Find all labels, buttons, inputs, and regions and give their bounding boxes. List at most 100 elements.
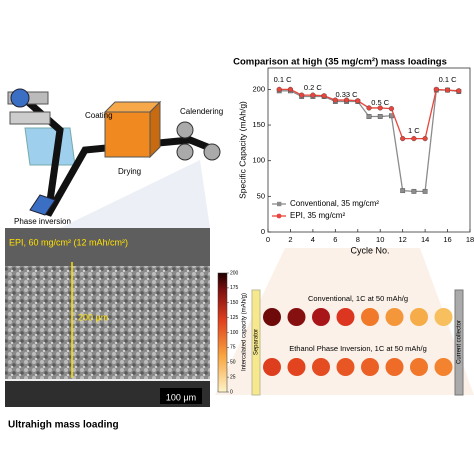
point: [343, 97, 350, 103]
row-title: Ethanol Phase Inversion, 1C at 50 mAh/g: [289, 344, 427, 353]
thickness: 200 μm: [78, 312, 108, 322]
belt: [17, 92, 217, 217]
x-tick-label: 4: [311, 235, 315, 244]
colorbar-tick-label: 150: [230, 300, 239, 306]
roller: [10, 88, 30, 108]
x-tick-label: 12: [398, 235, 406, 244]
colorbar-tick-label: 200: [230, 270, 239, 276]
y-tick-label: 150: [252, 120, 265, 129]
point: [321, 93, 327, 99]
particle: [434, 308, 453, 326]
colorbar-tick-label: 125: [230, 315, 239, 321]
point: [433, 86, 439, 92]
zoom: [60, 160, 210, 228]
chart-title: Comparison at high (35 mg/cm²) mass load…: [233, 57, 447, 68]
x-tick-label: 2: [288, 235, 292, 244]
plot-frame: [267, 67, 471, 233]
legend-label: EPI, 35 mg/cm²: [290, 211, 345, 220]
colorbar-tick-label: 175: [230, 285, 239, 291]
row-title: Conventional, 1C at 50 mAh/g: [308, 294, 408, 303]
point: [366, 114, 372, 119]
particle: [410, 358, 428, 376]
scale: 100 μm: [166, 392, 196, 402]
sem-foil: [5, 379, 210, 381]
roller: [203, 143, 221, 161]
x-tick-label: 14: [421, 235, 429, 244]
point: [287, 86, 294, 92]
legend-marker: [277, 201, 282, 207]
label: Phase inversion: [14, 217, 71, 226]
x-tick-label: 16: [443, 235, 451, 244]
particle: [434, 358, 453, 376]
roller: [176, 121, 194, 139]
point: [377, 114, 383, 119]
dryer: [104, 111, 151, 158]
annotation: 0.1 C: [274, 75, 293, 84]
particle: [361, 308, 379, 326]
particle: [312, 358, 330, 376]
point: [422, 188, 428, 194]
particle: [312, 308, 330, 326]
x-tick-label: 6: [333, 235, 337, 244]
scale-box: [160, 388, 202, 404]
y-tick-label: 100: [252, 156, 265, 165]
particle: [287, 308, 306, 326]
current-collector: [454, 289, 464, 396]
point: [411, 135, 417, 142]
color-map: Intercalated capacity (mAh/g) Separator …: [217, 270, 464, 396]
collector-label: Current collector: [457, 320, 463, 364]
dryer: [149, 100, 161, 159]
x-axis-label: Cycle No.: [350, 245, 389, 255]
particle: [336, 308, 355, 326]
particle: [410, 308, 428, 326]
point: [456, 88, 462, 94]
particle: [361, 358, 379, 376]
y-tick-label: 50: [257, 191, 265, 200]
particle: [263, 358, 281, 376]
point: [388, 106, 395, 112]
point: [355, 98, 361, 104]
colorbar: [217, 272, 228, 393]
label: Calendering: [180, 107, 223, 116]
label: Drying: [118, 167, 141, 176]
x-tick-label: 0: [266, 235, 270, 244]
colorbar-tick-label: 75: [230, 345, 236, 351]
particle: [263, 308, 281, 326]
sem-top: [5, 228, 210, 266]
point: [422, 135, 428, 142]
particle: [385, 358, 404, 376]
legend-marker: [276, 213, 282, 219]
sem-electrode: [5, 266, 210, 379]
point: [400, 135, 406, 142]
sem-caption: EPI, 60 mg/cm² (12 mAh/cm²): [9, 237, 128, 247]
footer: Ultrahigh mass loading: [8, 420, 119, 431]
bath: [24, 127, 76, 166]
annotation: 0.33 C: [336, 90, 359, 99]
series-line: [279, 89, 459, 193]
process-diagram: Coating Calendering Drying Phase inversi…: [7, 88, 223, 228]
label: Coating: [85, 111, 113, 120]
annotation: 1 C: [408, 126, 420, 135]
point: [276, 86, 282, 92]
point: [310, 92, 316, 98]
colorbar-tick-label: 50: [230, 360, 236, 366]
particle: [287, 358, 306, 376]
annotation: 0.1 C: [439, 75, 458, 84]
x-tick-label: 8: [356, 235, 360, 244]
point: [444, 87, 451, 93]
colorbar-tick-label: 0: [230, 389, 233, 395]
colorbar-label: Intercalated capacity (mAh/g): [242, 293, 248, 371]
point: [400, 188, 406, 194]
roller: [176, 143, 194, 161]
colorbar-tick-label: 100: [230, 330, 239, 336]
point: [411, 188, 417, 194]
separator-label: Separator: [254, 329, 260, 355]
y-tick-label: 200: [252, 84, 265, 93]
colorbar-tick-label: 25: [230, 374, 236, 380]
point: [299, 92, 305, 98]
roller: [9, 111, 51, 125]
x-tick-label: 10: [376, 235, 384, 244]
y-tick-label: 0: [261, 227, 265, 236]
particle: [336, 358, 355, 376]
